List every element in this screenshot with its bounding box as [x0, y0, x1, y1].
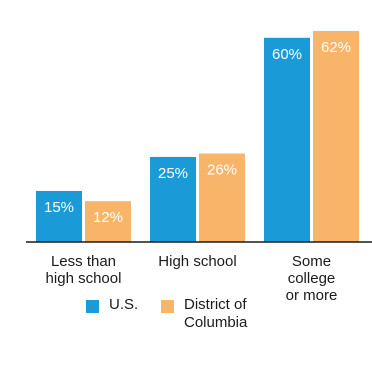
category-label-2: Some college or more	[286, 253, 338, 304]
bar-dc-0	[85, 201, 131, 242]
data-label-us-2: 60%	[272, 46, 302, 63]
data-label-us-0: 15%	[44, 199, 74, 216]
data-label-dc-0: 12%	[93, 209, 123, 226]
category-label-0: Less than high school	[46, 253, 122, 287]
legend-label-us: U.S.	[109, 296, 139, 313]
bar-us-0	[36, 190, 82, 242]
legend-item-district-of-columbia: District of Columbia	[161, 296, 247, 332]
category-label-1: High school	[158, 253, 236, 270]
bar-dc-2	[313, 31, 359, 242]
legend-swatch-district-of-columbia	[161, 300, 174, 313]
category-labels-group: Less than high school High school Some colle…	[46, 253, 338, 304]
data-label-us-1: 25%	[158, 165, 188, 182]
value-labels-group: 15% 12% 25% 26% 60% 62%	[44, 39, 351, 226]
legend-swatch-us	[86, 300, 99, 313]
data-label-dc-2: 62%	[321, 39, 351, 56]
bar-us-1	[150, 156, 196, 242]
legend-label-district-of-columbia: District of Columbia	[184, 296, 248, 331]
legend-item-us: U.S.	[86, 296, 138, 314]
bar-dc-1	[199, 153, 245, 242]
bars-group	[36, 31, 359, 242]
data-label-dc-1: 26%	[207, 162, 237, 179]
bar-us-2	[264, 37, 310, 242]
legend: U.S. District of Columbia	[86, 296, 346, 346]
